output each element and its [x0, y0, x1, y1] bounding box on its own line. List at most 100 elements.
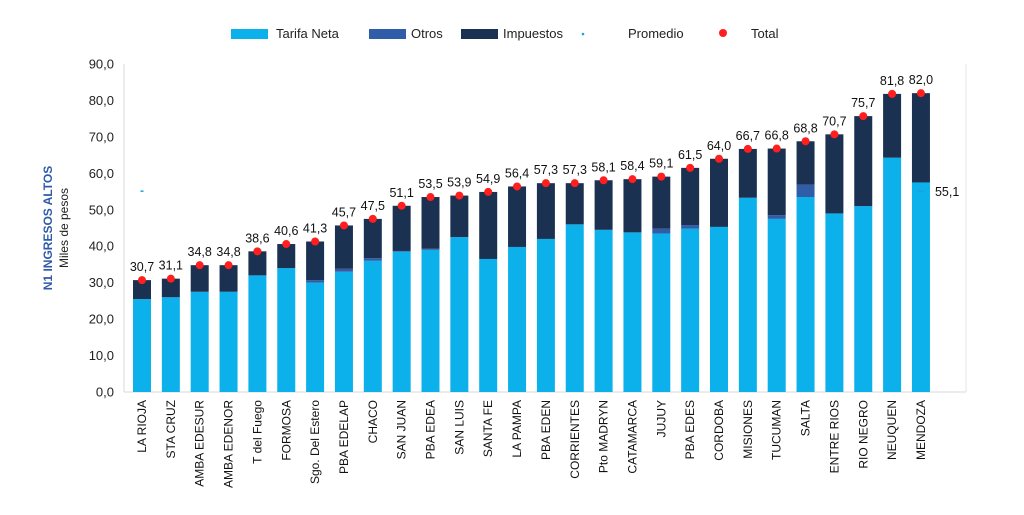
bar-segment-tarifa-neta: [161, 297, 180, 392]
y-tick-label: 70,0: [89, 129, 114, 144]
bar-segment-impuestos: [767, 148, 786, 216]
total-data-label: 66,8: [765, 129, 789, 143]
y-tick-label: 80,0: [89, 93, 114, 108]
total-data-label: 47,5: [361, 199, 385, 213]
x-category-label: FORMOSA: [279, 400, 293, 461]
y-tick-label: 10,0: [89, 348, 114, 363]
promedio-annotation: 55,1: [140, 185, 959, 199]
y-axis-title: N1 INGRESOS ALTOS: [41, 166, 55, 290]
total-data-label: 58,4: [620, 159, 644, 173]
total-marker: [570, 179, 579, 188]
bars: [133, 93, 930, 392]
total-marker: [339, 221, 348, 230]
legend-label-promedio: Promedio: [628, 26, 684, 41]
bar-segment-impuestos: [392, 205, 411, 251]
bar-segment-impuestos: [277, 244, 296, 269]
x-category-label: PBA EDEA: [424, 400, 438, 459]
total-marker: [282, 240, 291, 249]
legend-marker-total: [719, 29, 727, 37]
bar-segment-otros: [334, 268, 353, 272]
total-data-label: 75,7: [851, 96, 875, 110]
x-category-label: AMBA EDENOR: [222, 400, 236, 488]
total-data-label: 38,6: [245, 231, 269, 245]
legend-label-otros: Otros: [411, 26, 443, 41]
x-category-label: PBA EDEN: [539, 400, 553, 460]
bar-segment-impuestos: [825, 134, 844, 214]
total-marker: [138, 276, 146, 285]
total-data-label: 30,7: [130, 260, 154, 274]
total-markers: [138, 89, 925, 285]
total-data-label: 53,5: [418, 177, 442, 191]
legend-label-impuestos: Impuestos: [503, 26, 563, 41]
category-labels: LA RIOJA STA CRUZ AMBA EDESUR AMBA EDENOR T …: [135, 400, 928, 488]
bar-segment-tarifa-neta: [825, 213, 844, 392]
bar-segment-otros: [767, 215, 786, 219]
total-data-label: 51,1: [389, 186, 413, 200]
total-marker: [426, 193, 435, 202]
x-category-label: CHACO: [366, 400, 380, 443]
x-category-label: SAN JUAN: [395, 400, 409, 459]
total-data-label: 56,4: [505, 166, 529, 180]
total-data-label: 82,0: [909, 73, 933, 87]
bar-segment-impuestos: [710, 158, 728, 227]
y-tick-label: 30,0: [89, 275, 114, 290]
total-data-label: 40,6: [274, 224, 298, 238]
total-data-label: 81,8: [880, 74, 904, 88]
bar-segment-impuestos: [796, 141, 815, 185]
total-data-label: 68,8: [793, 121, 817, 135]
bar-segment-impuestos: [450, 195, 469, 238]
y-tick-label: 0,0: [96, 385, 114, 400]
x-category-label: MISIONES: [741, 400, 755, 459]
x-category-label: SANTA FE: [481, 400, 495, 457]
bar-segment-impuestos: [681, 167, 700, 226]
bar-segment-tarifa-neta: [623, 232, 642, 392]
legend-swatch-otros: [369, 29, 406, 39]
legend-swatch-tarifa-neta: [231, 29, 268, 39]
total-marker: [715, 154, 723, 163]
total-data-label: 58,1: [591, 160, 615, 174]
x-category-label: MENDOZA: [914, 400, 928, 460]
bar-segment-tarifa-neta: [479, 258, 498, 392]
x-category-label: STA CRUZ: [164, 400, 178, 458]
total-marker: [916, 89, 925, 98]
bar-segment-impuestos: [594, 180, 613, 230]
total-marker: [513, 182, 522, 191]
total-marker: [743, 144, 752, 153]
bar-segment-tarifa-neta: [594, 229, 613, 392]
y-tick-label: 50,0: [89, 202, 114, 217]
bar-segment-tarifa-neta: [710, 226, 728, 392]
x-category-label: SAN LUIS: [452, 400, 466, 455]
data-labels: 30,7 31,1 34,8 34,8 38,6 40,6 41,3 45,7 47,5 51,1…: [130, 73, 933, 274]
bar-segment-tarifa-neta: [536, 238, 555, 392]
total-data-label: 53,9: [447, 176, 471, 190]
bar-segment-tarifa-neta: [767, 218, 786, 392]
bar-segment-tarifa-neta: [363, 260, 382, 392]
bar-segment-otros: [306, 280, 325, 283]
y-axis-sublabel: Miles de pesos: [57, 188, 71, 268]
bar-segment-tarifa-neta: [738, 197, 757, 392]
bar-segment-tarifa-neta: [681, 228, 700, 392]
x-category-label: RIO NEGRO: [856, 400, 870, 469]
legend-swatch-impuestos: [461, 29, 498, 39]
total-marker: [397, 201, 406, 210]
bar-segment-impuestos: [133, 280, 151, 300]
y-axis-label: N1 INGRESOS ALTOS: [41, 166, 55, 290]
y-tick-label: 40,0: [89, 239, 114, 254]
bar-segment-otros: [392, 250, 411, 252]
total-marker: [772, 144, 781, 153]
bar-segment-impuestos: [883, 93, 902, 158]
total-data-label: 31,1: [159, 259, 183, 273]
bar-segment-impuestos: [508, 186, 527, 247]
y-tick-labels: 0,0 10,0 20,0 30,0 40,0 50,0 60,0 70,0 80,0 90,0: [89, 57, 114, 400]
bar-segment-impuestos: [911, 93, 930, 183]
y-tick-label: 60,0: [89, 166, 114, 181]
total-data-label: 41,3: [303, 221, 327, 235]
total-marker: [801, 137, 810, 146]
total-data-label: 70,7: [822, 114, 846, 128]
bar-segment-tarifa-neta: [652, 233, 671, 392]
y-tick-label: 90,0: [89, 57, 114, 72]
bar-segment-impuestos: [565, 183, 584, 225]
total-data-label: 34,8: [216, 245, 240, 259]
total-marker: [368, 214, 377, 223]
